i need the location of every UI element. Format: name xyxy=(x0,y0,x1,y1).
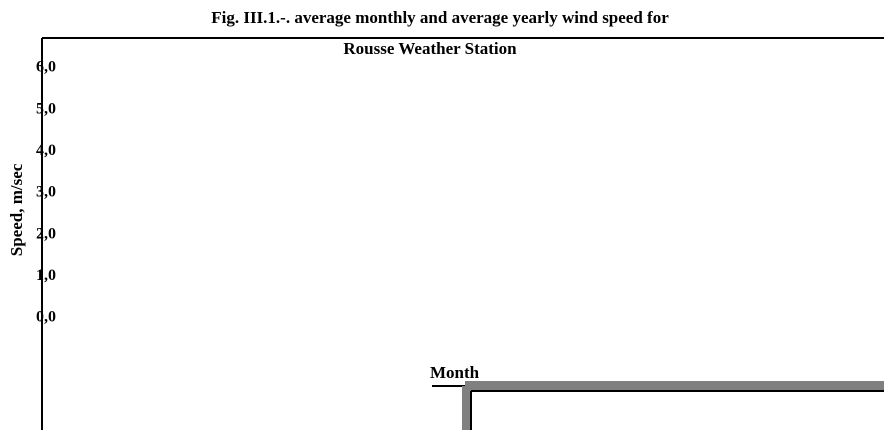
y-tick-label: 6,0 xyxy=(36,59,56,76)
chart-subtitle: Rousse Weather Station xyxy=(343,39,517,58)
y-tick-label: 0,0 xyxy=(36,309,56,326)
y-tick-label: 2,0 xyxy=(36,225,56,242)
y-axis-label: Speed, m/sec xyxy=(7,163,26,256)
chart-title: Fig. III.1.-. average monthly and averag… xyxy=(211,8,669,27)
y-tick-label: 5,0 xyxy=(36,100,56,117)
y-tick-label: 4,0 xyxy=(36,142,56,159)
y-tick-label: 1,0 xyxy=(36,267,56,284)
x-axis-label: Month xyxy=(430,363,480,382)
y-tick-label: 3,0 xyxy=(36,184,56,201)
